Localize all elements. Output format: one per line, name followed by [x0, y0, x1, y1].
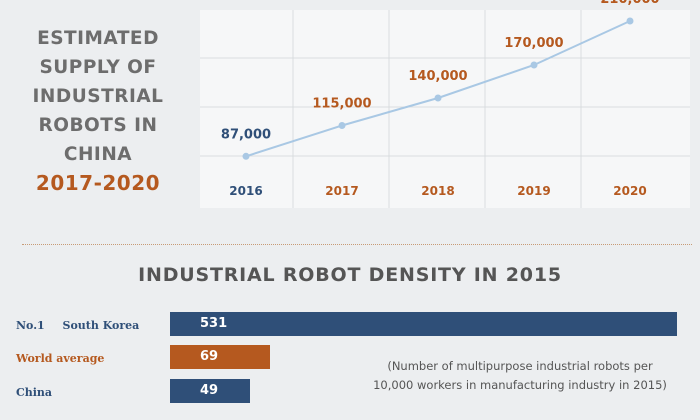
x-tick-label: 2019 [517, 184, 550, 198]
note-line: 10,000 workers in manufacturing industry… [373, 378, 667, 392]
density-bar: 531 [170, 312, 677, 336]
density-note: (Number of multipurpose industrial robot… [350, 357, 690, 395]
infographic-title: ESTIMATED SUPPLY OF INDUSTRIAL ROBOTS IN… [14, 24, 182, 198]
title-line: ESTIMATED [37, 28, 159, 49]
x-tick-label: 2016 [229, 184, 262, 198]
series-line [245, 20, 631, 158]
density-title: INDUSTRIAL ROBOT DENSITY IN 2015 [138, 264, 562, 286]
title-years: 2017-2020 [35, 171, 161, 195]
density-bar: 69 [170, 345, 270, 369]
bar-value: 69 [200, 349, 219, 364]
data-point [530, 61, 538, 69]
country-label: South Korea [62, 319, 140, 332]
rank-label: No.1 [16, 319, 45, 332]
title-line: ROBOTS IN [38, 115, 158, 136]
country-label: China [16, 386, 53, 399]
title-line: CHINA [63, 144, 133, 165]
line-chart-panel [200, 10, 690, 208]
bar-value: 531 [200, 316, 228, 331]
density-row-label: World average [16, 352, 104, 365]
section-divider [22, 244, 692, 245]
data-point [434, 94, 442, 102]
note-line: (Number of multipurpose industrial robot… [387, 359, 653, 373]
density-row-label: No.1 South Korea [16, 319, 139, 332]
x-tick-label: 2018 [421, 184, 454, 198]
data-label: 115,000 [312, 97, 371, 112]
title-line: SUPPLY OF [39, 57, 157, 78]
x-tick-label: 2017 [325, 184, 358, 198]
supply-line-chart: 87,000 2016 115,000 2017 140,000 2018 170,000 2… [200, 0, 690, 208]
density-row-label: China [16, 386, 52, 399]
data-label: 210,000 [600, 0, 659, 7]
data-label: 140,000 [408, 69, 467, 84]
density-bar: 49 [170, 379, 250, 403]
data-label: 170,000 [504, 36, 563, 51]
data-label: 87,000 [221, 127, 271, 142]
x-tick-label: 2020 [613, 184, 646, 198]
data-point [242, 152, 250, 160]
country-label: World average [16, 352, 105, 365]
bar-value: 49 [200, 383, 219, 398]
title-line: INDUSTRIAL [32, 86, 164, 107]
data-point [338, 122, 346, 129]
data-point [626, 17, 634, 25]
